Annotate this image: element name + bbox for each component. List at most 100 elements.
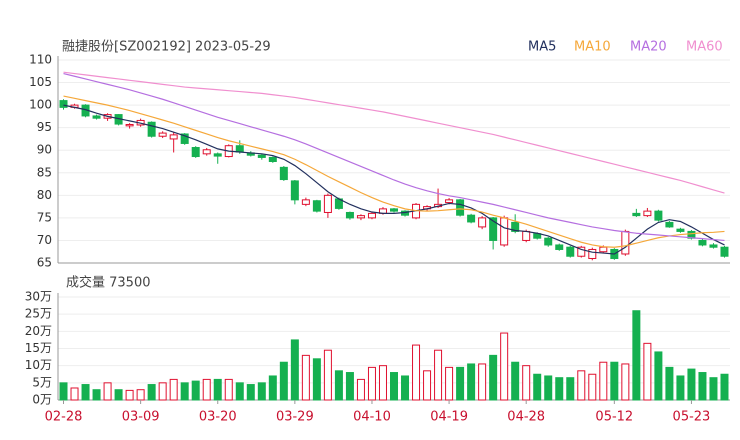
volume-bar <box>720 373 729 401</box>
candle-body <box>202 149 211 155</box>
volume-bar <box>92 389 101 401</box>
volume-bar <box>588 373 597 401</box>
volume-bar <box>500 332 509 401</box>
candle-body <box>213 153 222 157</box>
volume-bar <box>610 361 619 401</box>
candle-body <box>632 212 641 217</box>
y-tick-label: 25万 <box>25 307 52 321</box>
x-tick-label: 04-10 <box>353 410 391 425</box>
x-tick-label: 04-28 <box>507 410 545 425</box>
volume-bar <box>290 339 299 401</box>
volume-bar <box>709 377 718 401</box>
candle-body <box>445 199 454 204</box>
ma-line <box>63 71 725 194</box>
candle-body <box>390 208 398 212</box>
volume-bar <box>555 377 564 401</box>
y-tick-label: 70 <box>37 233 52 247</box>
candle-body <box>599 246 608 253</box>
volume-bar <box>136 389 145 401</box>
y-tick-label: 100 <box>29 98 52 112</box>
x-tick-label: 03-20 <box>199 410 237 425</box>
volume-bar <box>312 358 321 401</box>
volume-bar <box>356 378 365 401</box>
candle-body <box>312 200 321 212</box>
volume-bar <box>665 366 674 401</box>
candle-body <box>544 237 553 246</box>
x-tick-label: 03-29 <box>276 410 314 425</box>
volume-bar <box>544 375 553 401</box>
candle-body <box>191 147 200 158</box>
y-tick-label: 85 <box>37 165 52 179</box>
volume-bar <box>401 375 410 401</box>
volume-bar <box>632 310 641 401</box>
candle-body <box>577 246 586 257</box>
volume-bar <box>70 387 79 401</box>
legend-label: MA20 <box>630 40 667 55</box>
candle-body <box>356 215 365 219</box>
volume-bar <box>323 349 332 401</box>
candle-body <box>257 154 266 158</box>
volume-bar <box>445 366 454 401</box>
y-tick-label: 110 <box>29 53 52 67</box>
volume-bar <box>566 377 575 401</box>
volume-bar <box>246 384 255 401</box>
volume-bar <box>367 366 376 401</box>
volume-bar <box>654 351 663 401</box>
candle-body <box>522 230 531 241</box>
volume-bar <box>81 384 90 401</box>
volume-title: 成交量 73500 <box>66 275 151 291</box>
candle-body <box>467 214 476 223</box>
volume-bar <box>180 382 189 401</box>
volume-bar <box>213 378 222 401</box>
candle-body <box>709 244 718 248</box>
candle-body <box>59 100 68 108</box>
volume-bar <box>279 361 288 401</box>
chart-title: 融捷股份[SZ002192] 2023-05-29 <box>62 40 271 55</box>
volume-bar <box>169 378 178 401</box>
candle-body <box>323 194 332 213</box>
volume-bar <box>378 365 387 401</box>
candle-body <box>169 134 178 140</box>
candle-body <box>147 121 156 137</box>
volume-bar <box>577 370 586 401</box>
y-tick-label: 65 <box>37 256 52 270</box>
volume-bar <box>456 366 465 401</box>
volume-bar <box>412 344 421 401</box>
volume-bar <box>268 375 277 401</box>
candle-body <box>665 221 674 228</box>
ma-line <box>63 95 725 248</box>
y-tick-label: 90 <box>37 143 52 157</box>
candle-body <box>279 166 288 181</box>
y-tick-label: 30万 <box>25 290 52 304</box>
volume-bar <box>125 389 134 401</box>
volume-bar <box>390 372 398 401</box>
volume-bar <box>423 370 432 401</box>
volume-bar <box>147 384 156 401</box>
volume-bar <box>698 372 707 401</box>
volume-bar <box>235 382 244 401</box>
volume-bar <box>334 370 343 401</box>
candle-body <box>489 217 498 241</box>
y-tick-label: 105 <box>29 75 52 89</box>
candle-body <box>235 145 244 153</box>
ma-line <box>63 104 725 255</box>
candle-body <box>698 239 707 246</box>
volume-bar <box>478 363 487 401</box>
ma-line <box>63 72 725 242</box>
x-tick-label: 05-12 <box>595 410 633 425</box>
volume-bar <box>687 368 696 401</box>
y-tick-label: 95 <box>37 120 52 134</box>
y-tick-label: 10万 <box>25 358 52 372</box>
volume-bar <box>114 389 123 401</box>
candle-body <box>367 212 376 219</box>
candle-body <box>456 199 465 216</box>
candle-body <box>158 132 167 137</box>
volume-bar <box>467 363 476 401</box>
volume-bar <box>191 380 200 401</box>
volume-bar <box>301 354 310 401</box>
volume-bar <box>257 382 266 401</box>
volume-bar <box>511 361 520 401</box>
volume-bar <box>533 373 542 401</box>
legend-label: MA5 <box>528 40 556 55</box>
